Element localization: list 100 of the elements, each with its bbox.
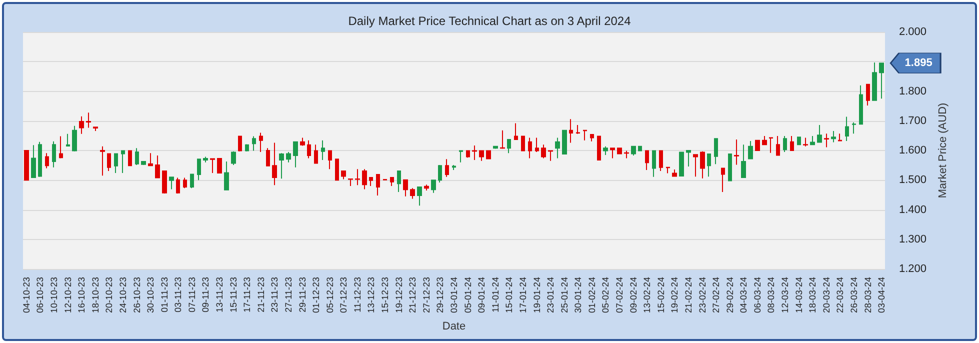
x-tick-label: 19-12-23 bbox=[394, 277, 404, 314]
x-tick-label: 15-12-23 bbox=[380, 277, 390, 314]
candlestick bbox=[397, 170, 401, 192]
candlestick bbox=[817, 124, 822, 143]
candlestick bbox=[135, 148, 139, 166]
candlestick bbox=[72, 125, 77, 152]
candlestick bbox=[424, 184, 429, 191]
candlestick bbox=[217, 158, 222, 174]
candlestick bbox=[686, 150, 691, 167]
candlestick bbox=[769, 137, 773, 154]
x-tick-label: 15-11-23 bbox=[228, 277, 238, 312]
x-tick-label: 15-01-24 bbox=[504, 277, 514, 314]
candlestick bbox=[666, 166, 670, 174]
x-tick-label: 19-01-24 bbox=[532, 277, 542, 314]
candlestick bbox=[514, 122, 518, 140]
candlestick bbox=[293, 141, 298, 168]
candlestick bbox=[59, 136, 63, 159]
candlestick bbox=[755, 140, 760, 151]
x-tick-label: 20-03-24 bbox=[821, 277, 832, 314]
x-tick-label: 06-10-23 bbox=[35, 277, 46, 314]
candlestick bbox=[493, 146, 498, 150]
candlestick bbox=[528, 137, 532, 159]
x-tick-label: 26-10-23 bbox=[132, 277, 142, 314]
candlestick bbox=[93, 126, 98, 132]
y-tick-label: 2.000 bbox=[899, 26, 927, 38]
candlestick bbox=[535, 137, 539, 152]
candlestick bbox=[438, 164, 442, 183]
x-tick-label: 04-10-23 bbox=[21, 277, 32, 314]
candlestick bbox=[107, 153, 111, 172]
candlestick bbox=[472, 144, 477, 160]
x-tick-label: 09-01-24 bbox=[476, 277, 487, 314]
x-tick-label: 27-11-23 bbox=[283, 277, 294, 312]
candlestick bbox=[790, 135, 794, 151]
candlestick bbox=[872, 62, 877, 101]
candlestick bbox=[583, 130, 587, 141]
candlestick bbox=[776, 135, 780, 156]
x-tick-label: 21-12-23 bbox=[408, 277, 418, 314]
candlestick bbox=[197, 158, 201, 181]
candlestick bbox=[314, 144, 318, 164]
candlestick bbox=[417, 186, 422, 206]
x-tick-label: 03-11-23 bbox=[173, 277, 184, 312]
x-tick-label: 28-03-24 bbox=[862, 277, 873, 314]
x-tick-label: 12-03-24 bbox=[780, 277, 790, 314]
x-tick-label: 29-11-23 bbox=[297, 277, 308, 312]
candlestick bbox=[486, 150, 491, 160]
candlestick bbox=[348, 178, 353, 187]
x-tick-label: 21-02-24 bbox=[683, 277, 694, 314]
x-tick-label: 05-12-23 bbox=[324, 277, 335, 314]
candlestick bbox=[38, 141, 42, 178]
candlestick bbox=[838, 133, 842, 142]
candlestick bbox=[148, 152, 153, 166]
candlestick bbox=[803, 137, 808, 147]
candlestick bbox=[741, 144, 746, 178]
x-tick-label: 05-01-24 bbox=[462, 277, 473, 314]
x-tick-label: 08-03-24 bbox=[766, 277, 776, 314]
candlestick bbox=[321, 140, 325, 160]
candlestick bbox=[369, 176, 373, 187]
x-tick-label: 13-11-23 bbox=[214, 277, 225, 312]
x-tick-label: 26-03-24 bbox=[848, 277, 859, 314]
candlestick bbox=[45, 152, 49, 169]
candlestick bbox=[307, 140, 311, 159]
x-tick-label: 20-10-23 bbox=[104, 277, 114, 314]
x-tick-label: 04-03-24 bbox=[738, 277, 749, 314]
candlestick bbox=[341, 170, 346, 180]
x-tick-label: 30-10-23 bbox=[146, 277, 156, 314]
candlestick bbox=[79, 116, 84, 134]
candlestick bbox=[748, 140, 753, 160]
candlestick bbox=[762, 135, 767, 146]
candlestick bbox=[659, 150, 663, 172]
candlestick bbox=[100, 146, 105, 176]
candlestick bbox=[548, 150, 553, 162]
x-tick-label: 23-11-23 bbox=[270, 277, 280, 312]
candlestick bbox=[86, 112, 91, 128]
annotation: 1.895 bbox=[904, 57, 932, 70]
candlestick bbox=[810, 135, 815, 146]
candlestick bbox=[721, 168, 725, 192]
x-tick-label: 18-10-23 bbox=[90, 277, 100, 314]
candlestick bbox=[24, 150, 29, 181]
candlestick bbox=[362, 168, 367, 190]
candlestick bbox=[266, 148, 270, 166]
candlestick bbox=[700, 150, 705, 179]
x-tick-label: 27-02-24 bbox=[711, 277, 722, 314]
candlestick bbox=[652, 150, 656, 178]
x-tick-label: 01-11-23 bbox=[159, 277, 170, 312]
candlestick bbox=[576, 124, 580, 134]
x-tick-label: 03-01-24 bbox=[449, 277, 459, 314]
x-tick-label: 01-12-23 bbox=[311, 277, 322, 314]
candlestick bbox=[328, 150, 332, 170]
candlestick bbox=[355, 168, 360, 186]
candlestick bbox=[128, 150, 132, 166]
x-tick-label: 23-02-24 bbox=[697, 277, 708, 314]
x-tick-label: 29-02-24 bbox=[724, 277, 735, 314]
x-tick-label: 07-12-23 bbox=[338, 277, 349, 314]
y-tick-label: 1.800 bbox=[899, 85, 927, 98]
x-tick-label: 16-10-23 bbox=[76, 277, 87, 314]
candlestick bbox=[603, 146, 608, 156]
candlestick bbox=[707, 154, 711, 178]
candlestick bbox=[279, 152, 284, 180]
x-tick-label: 17-11-23 bbox=[242, 277, 252, 312]
candlestick bbox=[183, 177, 187, 189]
